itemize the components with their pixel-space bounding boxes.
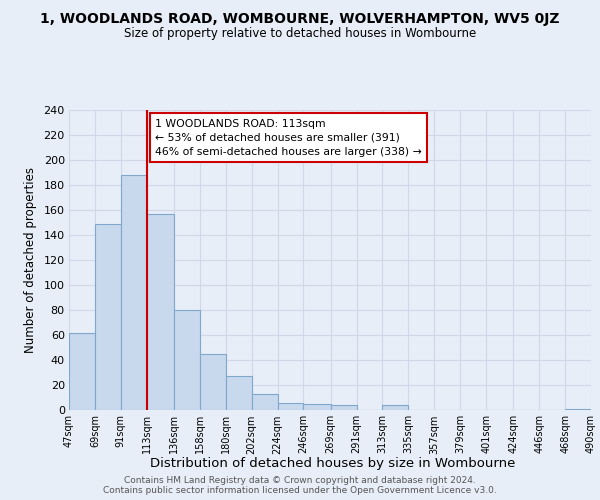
Bar bbox=[251, 394, 278, 410]
Bar bbox=[382, 405, 409, 410]
Bar bbox=[304, 404, 331, 410]
Text: Distribution of detached houses by size in Wombourne: Distribution of detached houses by size … bbox=[151, 458, 515, 470]
Text: Contains public sector information licensed under the Open Government Licence v3: Contains public sector information licen… bbox=[103, 486, 497, 495]
Bar bbox=[565, 409, 591, 410]
Bar bbox=[226, 376, 251, 410]
Bar bbox=[174, 310, 200, 410]
Text: 1, WOODLANDS ROAD, WOMBOURNE, WOLVERHAMPTON, WV5 0JZ: 1, WOODLANDS ROAD, WOMBOURNE, WOLVERHAMP… bbox=[40, 12, 560, 26]
Bar bbox=[331, 405, 356, 410]
Bar bbox=[147, 214, 174, 410]
Bar bbox=[278, 402, 304, 410]
Text: Size of property relative to detached houses in Wombourne: Size of property relative to detached ho… bbox=[124, 28, 476, 40]
Bar bbox=[200, 354, 226, 410]
Text: 1 WOODLANDS ROAD: 113sqm
← 53% of detached houses are smaller (391)
46% of semi-: 1 WOODLANDS ROAD: 113sqm ← 53% of detach… bbox=[155, 118, 422, 157]
Bar bbox=[121, 175, 147, 410]
Bar bbox=[95, 224, 121, 410]
Text: Contains HM Land Registry data © Crown copyright and database right 2024.: Contains HM Land Registry data © Crown c… bbox=[124, 476, 476, 485]
Y-axis label: Number of detached properties: Number of detached properties bbox=[23, 167, 37, 353]
Bar bbox=[69, 332, 95, 410]
